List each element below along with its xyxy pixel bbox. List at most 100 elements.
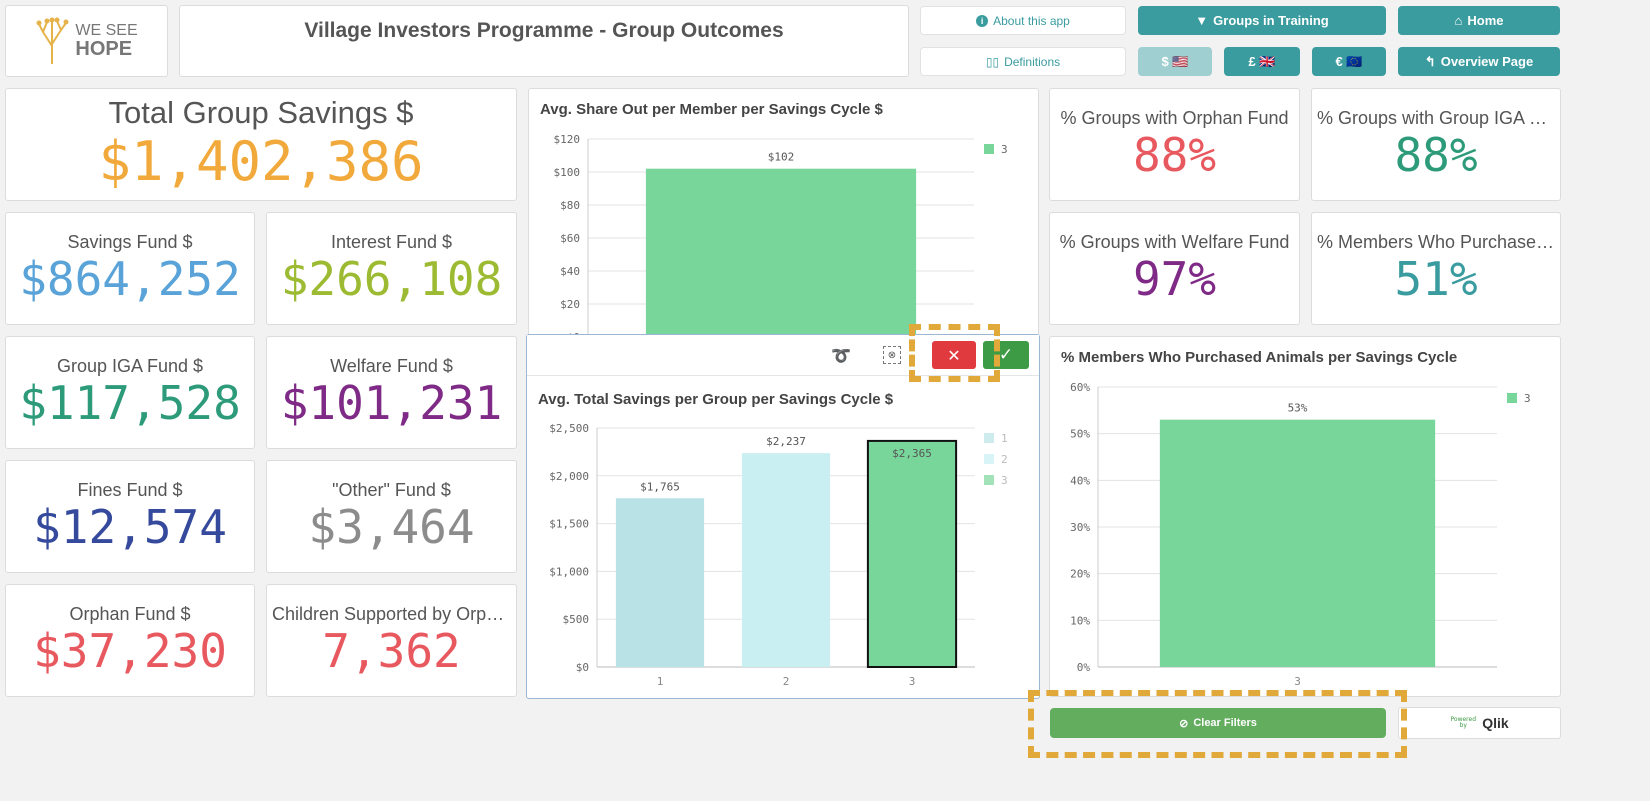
data-label: $1,765 [640, 480, 680, 493]
title-panel: Village Investors Programme - Group Outc… [179, 5, 909, 77]
kpi-savings-fund: Savings Fund $ $864,252 [5, 212, 255, 325]
kpi-value: $117,528 [19, 375, 241, 430]
y-tick-label: 40% [1070, 474, 1090, 487]
logo-text-bottom: HOPE [75, 38, 133, 60]
y-tick-label: 10% [1070, 614, 1090, 627]
chart-title: Avg. Total Savings per Group per Savings… [538, 391, 894, 408]
data-label: $2,365 [892, 447, 932, 460]
legend-label: 3 [1524, 392, 1531, 405]
kpi-children-supported: Children Supported by Orpha... 7,362 [266, 584, 517, 697]
y-tick-label: $2,500 [549, 422, 589, 435]
kpi-title: Welfare Fund $ [330, 355, 453, 376]
back-arrow-icon: ↰ [1424, 53, 1436, 69]
check-icon: ✓ [998, 345, 1014, 365]
y-tick-label: $500 [563, 613, 590, 626]
groups-in-training-button[interactable]: ▼ Groups in Training [1138, 6, 1386, 35]
kpi-value: $864,252 [19, 251, 241, 306]
clear-filter-icon: ⊘ [1179, 717, 1189, 730]
chart-total-savings-panel[interactable]: ➰ ⊗ ✕ ✓ Avg. Total Savings per Group per… [526, 334, 1040, 699]
home-button[interactable]: ⌂ Home [1398, 6, 1560, 35]
bar [645, 168, 917, 337]
y-tick-label: 50% [1070, 428, 1090, 441]
kpi-pct-iga: % Groups with Group IGA Fund 88% [1311, 88, 1561, 201]
kpi-value: $37,230 [33, 623, 227, 678]
kpi-pct-animals: % Members Who Purchased A... 51% [1311, 212, 1561, 325]
clear-filters-button[interactable]: ⊘ Clear Filters [1050, 708, 1386, 738]
kpi-title: Interest Fund $ [330, 231, 453, 252]
currency-gbp-button[interactable]: £ 🇬🇧 [1224, 47, 1300, 76]
y-tick-label: 0% [1077, 661, 1091, 674]
legend-swatch [984, 433, 994, 443]
chart-share-out-panel[interactable]: Avg. Share Out per Member per Savings Cy… [528, 88, 1039, 346]
lasso-icon[interactable]: ➰ [831, 346, 851, 365]
overview-page-button[interactable]: ↰ Overview Page [1398, 47, 1560, 76]
legend-swatch [984, 144, 994, 154]
confirm-selection-button[interactable]: ✓ [983, 341, 1029, 369]
kpi-title: Savings Fund $ [67, 231, 193, 252]
y-tick-label: $1,500 [549, 518, 589, 531]
data-label: $102 [768, 151, 795, 164]
kpi-title: "Other" Fund $ [332, 479, 451, 500]
y-tick-label: $120 [554, 133, 581, 146]
kpi-title: % Groups with Group IGA Fund [1316, 107, 1556, 128]
currency-eur-label: € 🇪🇺 [1335, 53, 1363, 69]
y-tick-label: 60% [1070, 381, 1090, 394]
about-label: About this app [993, 13, 1070, 28]
legend-label: 3 [1001, 474, 1008, 487]
kpi-value: 7,362 [322, 623, 461, 678]
kpi-title: % Groups with Welfare Fund [1059, 231, 1290, 252]
legend-swatch [1507, 393, 1517, 403]
currency-usd-button[interactable]: $ 🇺🇸 [1138, 47, 1212, 76]
y-tick-label: $1,000 [549, 565, 589, 578]
kpi-total-savings: Total Group Savings $ $1,402,386 [5, 88, 517, 201]
kpi-title: % Members Who Purchased A... [1316, 231, 1556, 252]
definitions-button[interactable]: ▯▯ Definitions [920, 47, 1126, 76]
y-tick-label: $20 [560, 298, 580, 311]
chart-animals-panel[interactable]: % Members Who Purchased Animals per Savi… [1049, 336, 1561, 697]
currency-usd-label: $ 🇺🇸 [1161, 53, 1189, 69]
clear-selection-icon[interactable]: ⊗ [883, 346, 901, 364]
info-icon: i [976, 14, 989, 27]
overview-label: Overview Page [1440, 54, 1534, 69]
currency-gbp-label: £ 🇬🇧 [1248, 53, 1276, 69]
selection-toolbar: ➰ ⊗ ✕ ✓ [527, 335, 1039, 376]
y-tick-label: $100 [554, 166, 581, 179]
kpi-title: Group IGA Fund $ [56, 355, 204, 376]
logo-text-top: WE SEE [75, 22, 138, 39]
kpi-title: Total Group Savings $ [108, 95, 414, 131]
total-savings-chart[interactable]: $0 $500 $1,000 $1,500 $2,000 $2,500 $1,765 1 $2,… [527, 335, 1041, 700]
home-icon: ⌂ [1454, 13, 1463, 28]
kpi-title: Orphan Fund $ [69, 603, 191, 624]
cancel-selection-button[interactable]: ✕ [932, 341, 976, 369]
home-label: Home [1467, 13, 1504, 28]
bar [866, 439, 958, 668]
bar [1159, 419, 1436, 667]
y-tick-label: 20% [1070, 568, 1090, 581]
kpi-value: $266,108 [280, 251, 503, 306]
about-button[interactable]: i About this app [920, 6, 1126, 35]
animals-chart[interactable]: 0% 10% 20% 30% 40% 50% 60% 53% 3 3 [1050, 337, 1562, 698]
x-tick-label: 2 [783, 675, 790, 688]
y-tick-label: $80 [560, 199, 580, 212]
kpi-iga-fund: Group IGA Fund $ $117,528 [5, 336, 255, 449]
x-tick-label: 3 [909, 675, 916, 688]
y-tick-label: $40 [560, 265, 580, 278]
kpi-fines-fund: Fines Fund $ $12,574 [5, 460, 255, 573]
share-out-chart[interactable]: $0$20$40$60$80$100$120$10233 [529, 89, 1039, 346]
kpi-value: 88% [1132, 127, 1217, 182]
kpi-title: Fines Fund $ [77, 479, 183, 500]
y-tick-label: $0 [576, 661, 589, 674]
kpi-value: 88% [1394, 127, 1478, 182]
kpi-value: 51% [1394, 251, 1478, 306]
chart-title: % Members Who Purchased Animals per Savi… [1061, 349, 1458, 366]
kpi-other-fund: "Other" Fund $ $3,464 [266, 460, 517, 573]
kpi-value: $1,402,386 [98, 130, 424, 194]
currency-eur-button[interactable]: € 🇪🇺 [1312, 47, 1386, 76]
book-icon: ▯▯ [985, 54, 1000, 69]
y-tick-label: 30% [1070, 521, 1090, 534]
kpi-pct-orphan: % Groups with Orphan Fund 88% [1049, 88, 1300, 201]
kpi-title: Children Supported by Orpha... [271, 603, 512, 624]
chart-title: Avg. Share Out per Member per Savings Cy… [540, 101, 883, 118]
kpi-orphan-fund: Orphan Fund $ $37,230 [5, 584, 255, 697]
page-title: Village Investors Programme - Group Outc… [304, 19, 784, 42]
